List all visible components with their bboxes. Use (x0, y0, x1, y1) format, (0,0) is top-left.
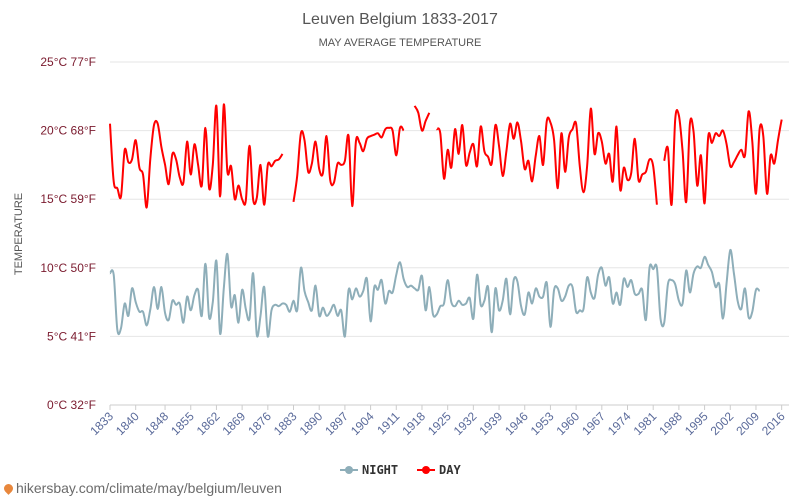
x-tick-label: 2002 (708, 409, 737, 438)
legend-item-day[interactable]: DAY (417, 463, 461, 477)
x-tick-label: 1953 (528, 409, 557, 438)
day-series-line (292, 125, 405, 208)
day-series-line (413, 105, 431, 132)
series-layer (109, 103, 783, 338)
x-tick-label: 1946 (502, 409, 531, 438)
x-tick-label: 1840 (113, 409, 142, 438)
legend-day-label: DAY (439, 463, 461, 477)
y-tick-label: 20°C 68°F (40, 124, 96, 138)
legend-item-night[interactable]: NIGHT (340, 463, 398, 477)
location-pin-icon (2, 482, 15, 495)
chart-title: Leuven Belgium 1833-2017 (302, 11, 498, 28)
x-tick-label: 1988 (656, 409, 685, 438)
x-tick-label: 1883 (271, 409, 300, 438)
source-link[interactable]: hikersbay.com/climate/may/belgium/leuven (2, 480, 282, 496)
y-tick-label: 0°C 32°F (47, 398, 96, 412)
chart-subtitle: MAY AVERAGE TEMPERATURE (319, 37, 482, 49)
day-series-line (435, 107, 658, 205)
x-tick-label: 1918 (399, 409, 428, 438)
x-tick-label: 1981 (631, 409, 660, 438)
legend[interactable]: NIGHT DAY (340, 463, 461, 477)
legend-night-marker (345, 466, 353, 474)
x-tick-label: 1967 (579, 409, 608, 438)
legend-night-label: NIGHT (362, 463, 398, 477)
x-tick-label: 1869 (219, 409, 248, 438)
x-tick-label: 2016 (759, 409, 788, 438)
x-tick-label: 1925 (425, 409, 454, 438)
grid-lines (110, 61, 789, 406)
y-tick-label: 5°C 41°F (47, 329, 96, 343)
x-tick-label: 1833 (87, 409, 116, 438)
x-tick-label: 2009 (733, 409, 762, 438)
source-text: hikersbay.com/climate/may/belgium/leuven (16, 480, 282, 496)
x-tick-label: 1974 (605, 409, 634, 438)
x-tick-label: 1876 (245, 409, 274, 438)
y-axis-ticks: 0°C 32°F 5°C 41°F 10°C 50°F 15°C 59°F 20°C 6… (40, 55, 96, 412)
day-series-line (663, 109, 783, 206)
x-tick-label: 1890 (297, 409, 326, 438)
y-tick-label: 10°C 50°F (40, 261, 96, 275)
x-tick-label: 1932 (451, 409, 480, 438)
x-tick-label: 1855 (168, 409, 197, 438)
y-axis-label: TEMPERATURE (13, 193, 25, 275)
x-tick-label: 1939 (476, 409, 505, 438)
x-tick-label: 1904 (348, 409, 377, 438)
y-tick-label: 25°C 77°F (40, 55, 96, 69)
x-tick-label: 1911 (374, 409, 402, 437)
legend-day-marker (422, 466, 430, 474)
y-tick-label: 15°C 59°F (40, 192, 96, 206)
x-tick-label: 1862 (194, 409, 223, 438)
day-series-line (109, 103, 284, 209)
x-tick-label: 1960 (553, 409, 582, 438)
night-series-line (109, 248, 761, 338)
x-tick-label: 1995 (682, 409, 711, 438)
x-tick-label: 1897 (322, 409, 351, 438)
x-tick-label: 1848 (142, 409, 171, 438)
